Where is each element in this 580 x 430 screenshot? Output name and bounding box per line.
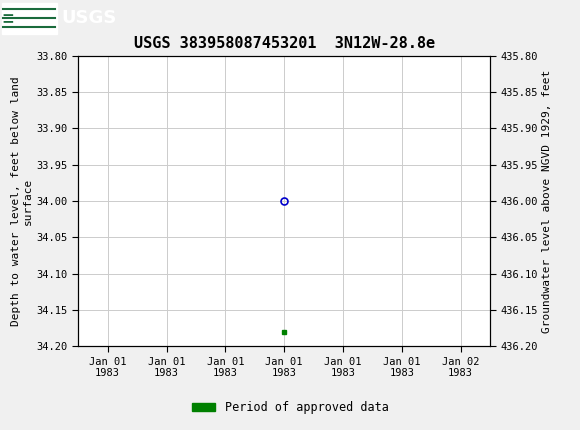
Title: USGS 383958087453201  3N12W-28.8e: USGS 383958087453201 3N12W-28.8e — [133, 36, 435, 51]
Text: ≡: ≡ — [2, 11, 15, 26]
FancyBboxPatch shape — [2, 3, 57, 34]
Text: USGS: USGS — [61, 9, 116, 27]
Y-axis label: Groundwater level above NGVD 1929, feet: Groundwater level above NGVD 1929, feet — [542, 69, 552, 333]
Legend: Period of approved data: Period of approved data — [187, 396, 393, 419]
Y-axis label: Depth to water level, feet below land
surface: Depth to water level, feet below land su… — [11, 76, 32, 326]
